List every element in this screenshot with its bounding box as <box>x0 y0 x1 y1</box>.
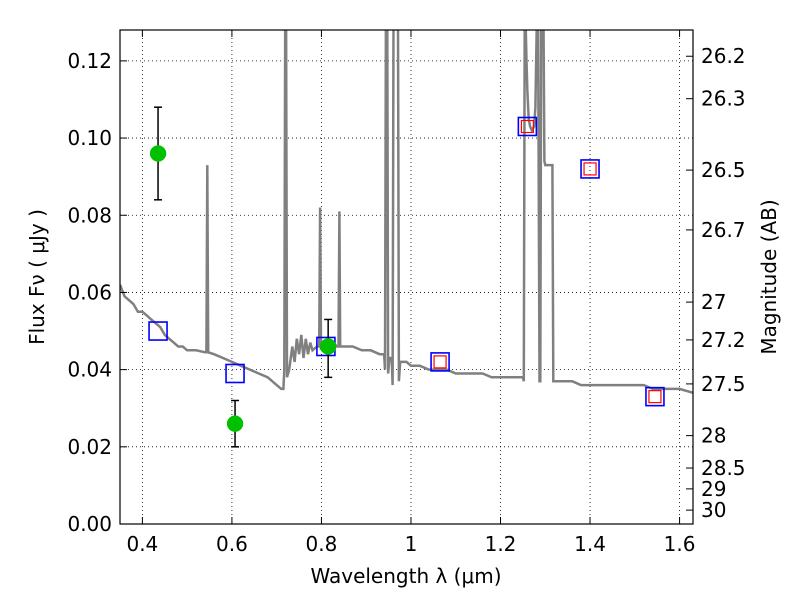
x-tick-label: 1.2 <box>485 532 517 556</box>
right-tick-label: 26.5 <box>701 158 746 182</box>
model-photometry-square <box>148 321 168 341</box>
y-axis-right-label: Magnitude (AB) <box>757 199 781 354</box>
y-tick-label: 0.00 <box>67 512 112 536</box>
right-tick-label: 28 <box>701 424 726 448</box>
x-axis-label: Wavelength λ (μm) <box>310 564 501 588</box>
right-tick-label: 29 <box>701 477 726 501</box>
ticks: 0.4 0.6 0.8 1 1.2 1.4 1.6 0.00 0.02 0.04 0.06 0.08 0… <box>67 30 746 556</box>
observed-flux-point <box>319 338 337 355</box>
y-tick-label: 0.04 <box>67 358 112 382</box>
red-photometry-square <box>648 390 662 404</box>
observed-flux-point <box>226 415 244 432</box>
right-tick-label: 26.3 <box>701 87 746 111</box>
y-tick-label: 0.08 <box>67 203 112 227</box>
x-tick-label: 1.6 <box>664 532 696 556</box>
x-tick-label: 0.4 <box>126 532 158 556</box>
x-tick-label: 1 <box>405 532 418 556</box>
red-photometry-square <box>433 355 447 369</box>
x-tick-label: 0.6 <box>216 532 248 556</box>
right-tick-label: 27.5 <box>701 372 746 396</box>
red-photometry-square <box>583 162 597 176</box>
plot-background <box>120 30 693 524</box>
y-tick-label: 0.06 <box>67 280 112 304</box>
right-tick-label: 30 <box>701 498 726 522</box>
x-tick-label: 0.8 <box>306 532 338 556</box>
right-tick-label: 26.7 <box>701 218 746 242</box>
right-tick-label: 27 <box>701 290 726 314</box>
observed-flux-point <box>149 145 167 162</box>
y-tick-label: 0.02 <box>67 435 112 459</box>
y-tick-label: 0.12 <box>67 49 112 73</box>
model-spectrum-line <box>120 30 693 395</box>
right-tick-label: 28.5 <box>701 456 746 480</box>
y-axis-label: Flux Fν ( μJy ) <box>25 209 49 345</box>
markers <box>148 106 665 448</box>
plot-frame <box>119 29 694 525</box>
y-tick-label: 0.10 <box>67 126 112 150</box>
model-photometry-square <box>645 386 665 407</box>
x-tick-label: 1.4 <box>574 532 606 556</box>
right-tick-label: 27.2 <box>701 328 746 352</box>
red-photometry-square <box>520 119 534 134</box>
plot-data <box>120 30 693 395</box>
model-photometry-square <box>225 363 245 384</box>
model-photometry-square <box>430 352 450 372</box>
right-tick-label: 26.2 <box>701 44 746 68</box>
model-photometry-square <box>580 159 600 179</box>
model-photometry-square <box>517 116 538 137</box>
